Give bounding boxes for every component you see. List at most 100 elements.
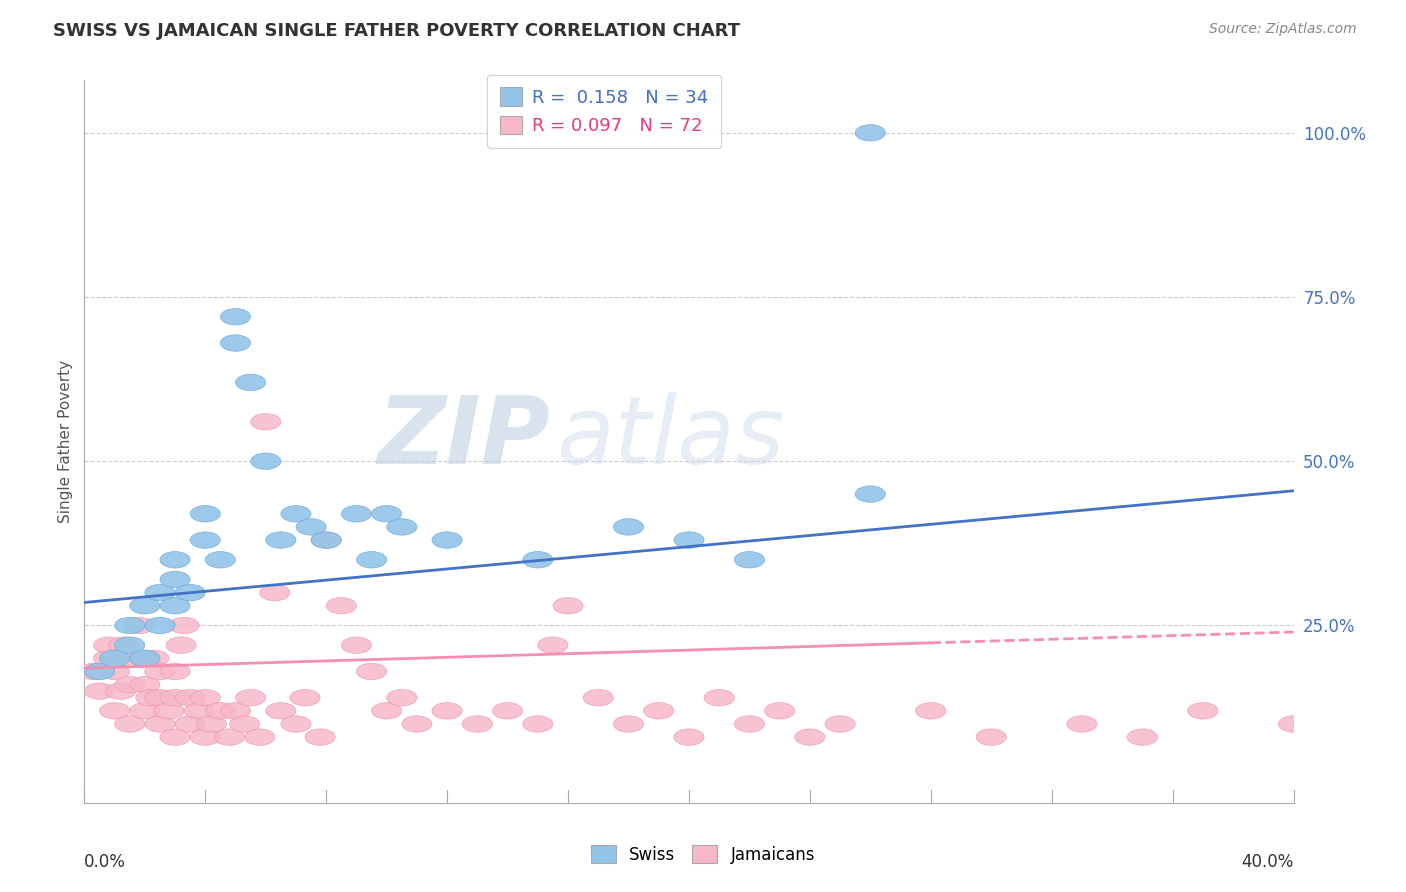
Ellipse shape <box>402 715 432 732</box>
Ellipse shape <box>357 551 387 568</box>
Ellipse shape <box>432 703 463 719</box>
Ellipse shape <box>765 703 794 719</box>
Ellipse shape <box>145 664 174 680</box>
Ellipse shape <box>129 650 160 666</box>
Ellipse shape <box>160 551 190 568</box>
Ellipse shape <box>100 664 129 680</box>
Ellipse shape <box>221 309 250 325</box>
Ellipse shape <box>915 703 946 719</box>
Ellipse shape <box>613 519 644 535</box>
Ellipse shape <box>1188 703 1218 719</box>
Text: 0.0%: 0.0% <box>84 854 127 871</box>
Ellipse shape <box>176 584 205 601</box>
Ellipse shape <box>250 414 281 430</box>
Ellipse shape <box>976 729 1007 746</box>
Text: SWISS VS JAMAICAN SINGLE FATHER POVERTY CORRELATION CHART: SWISS VS JAMAICAN SINGLE FATHER POVERTY … <box>53 22 741 40</box>
Ellipse shape <box>115 617 145 633</box>
Ellipse shape <box>166 637 197 653</box>
Ellipse shape <box>523 715 553 732</box>
Ellipse shape <box>387 690 418 706</box>
Ellipse shape <box>221 334 250 351</box>
Ellipse shape <box>93 650 124 666</box>
Ellipse shape <box>245 729 274 746</box>
Text: Source: ZipAtlas.com: Source: ZipAtlas.com <box>1209 22 1357 37</box>
Ellipse shape <box>583 690 613 706</box>
Ellipse shape <box>169 617 200 633</box>
Legend: R =  0.158   N = 34, R = 0.097   N = 72: R = 0.158 N = 34, R = 0.097 N = 72 <box>488 75 721 148</box>
Ellipse shape <box>214 729 245 746</box>
Ellipse shape <box>342 506 371 522</box>
Ellipse shape <box>145 584 174 601</box>
Ellipse shape <box>281 506 311 522</box>
Ellipse shape <box>250 453 281 469</box>
Ellipse shape <box>1128 729 1157 746</box>
Ellipse shape <box>79 664 108 680</box>
Ellipse shape <box>673 532 704 549</box>
Ellipse shape <box>326 598 357 614</box>
Ellipse shape <box>124 617 153 633</box>
Ellipse shape <box>129 598 160 614</box>
Ellipse shape <box>190 532 221 549</box>
Text: ZIP: ZIP <box>377 392 550 484</box>
Ellipse shape <box>266 703 297 719</box>
Ellipse shape <box>129 703 160 719</box>
Ellipse shape <box>105 683 136 699</box>
Ellipse shape <box>229 715 260 732</box>
Ellipse shape <box>236 690 266 706</box>
Ellipse shape <box>794 729 825 746</box>
Ellipse shape <box>176 690 205 706</box>
Ellipse shape <box>260 584 290 601</box>
Ellipse shape <box>855 486 886 502</box>
Ellipse shape <box>613 715 644 732</box>
Ellipse shape <box>160 664 190 680</box>
Ellipse shape <box>145 715 174 732</box>
Ellipse shape <box>311 532 342 549</box>
Ellipse shape <box>197 715 226 732</box>
Ellipse shape <box>311 532 342 549</box>
Ellipse shape <box>145 690 174 706</box>
Ellipse shape <box>190 690 221 706</box>
Ellipse shape <box>160 690 190 706</box>
Ellipse shape <box>1067 715 1097 732</box>
Ellipse shape <box>357 664 387 680</box>
Ellipse shape <box>190 506 221 522</box>
Ellipse shape <box>704 690 734 706</box>
Legend: Swiss, Jamaicans: Swiss, Jamaicans <box>585 838 821 871</box>
Ellipse shape <box>492 703 523 719</box>
Ellipse shape <box>371 703 402 719</box>
Ellipse shape <box>139 650 169 666</box>
Ellipse shape <box>160 729 190 746</box>
Ellipse shape <box>160 598 190 614</box>
Ellipse shape <box>734 551 765 568</box>
Ellipse shape <box>100 650 129 666</box>
Ellipse shape <box>190 729 221 746</box>
Ellipse shape <box>236 375 266 391</box>
Ellipse shape <box>115 650 145 666</box>
Ellipse shape <box>644 703 673 719</box>
Ellipse shape <box>553 598 583 614</box>
Ellipse shape <box>100 703 129 719</box>
Ellipse shape <box>84 664 115 680</box>
Ellipse shape <box>145 617 174 633</box>
Ellipse shape <box>305 729 335 746</box>
Ellipse shape <box>1278 715 1309 732</box>
Ellipse shape <box>387 519 418 535</box>
Text: 40.0%: 40.0% <box>1241 854 1294 871</box>
Ellipse shape <box>855 125 886 141</box>
Ellipse shape <box>84 683 115 699</box>
Ellipse shape <box>371 506 402 522</box>
Ellipse shape <box>673 729 704 746</box>
Ellipse shape <box>538 637 568 653</box>
Ellipse shape <box>108 637 139 653</box>
Ellipse shape <box>129 676 160 693</box>
Ellipse shape <box>825 715 855 732</box>
Ellipse shape <box>136 690 166 706</box>
Ellipse shape <box>153 703 184 719</box>
Ellipse shape <box>160 571 190 588</box>
Ellipse shape <box>184 703 214 719</box>
Ellipse shape <box>342 637 371 653</box>
Ellipse shape <box>734 715 765 732</box>
Ellipse shape <box>205 551 236 568</box>
Ellipse shape <box>115 637 145 653</box>
Ellipse shape <box>205 703 236 719</box>
